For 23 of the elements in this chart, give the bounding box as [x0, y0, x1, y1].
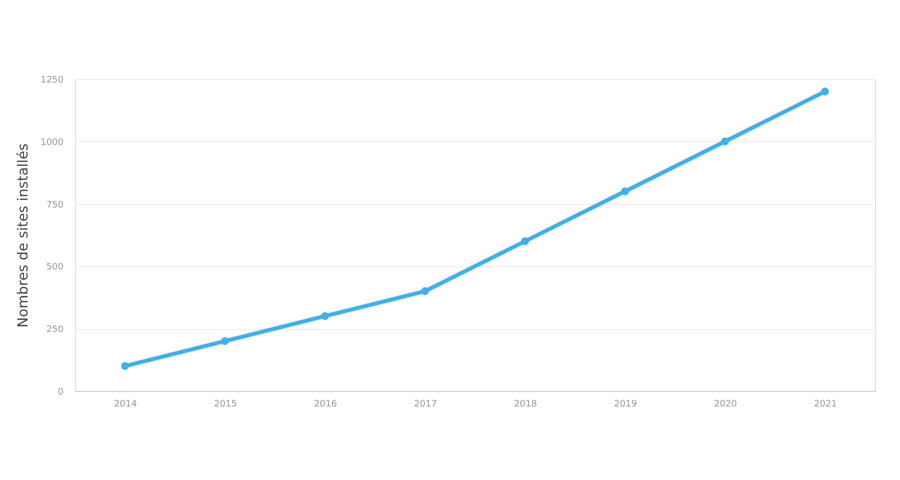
x-tick-label: 2018	[514, 400, 538, 410]
x-tick-label: 2014	[114, 400, 138, 410]
point	[321, 312, 329, 320]
x-tick-label: 2020	[714, 400, 738, 410]
point	[421, 287, 429, 296]
x-tick-label: 2015	[214, 400, 237, 410]
x-tick-label: 2017	[414, 400, 437, 410]
y-tick-label: 1250	[40, 76, 64, 86]
point	[521, 237, 529, 246]
y-tick-label: 750	[46, 200, 64, 210]
point	[721, 138, 729, 146]
y-tick-label: 0	[58, 388, 64, 398]
y-tick-label: 500	[46, 262, 64, 273]
x-tick-label: 2021	[814, 400, 837, 410]
x-tick-label: 2019	[614, 400, 638, 410]
point	[121, 362, 129, 370]
x-tick-label: 2016	[314, 400, 338, 410]
y-tick-label: 1000	[40, 138, 64, 148]
y-axis-title: Nombres de sites installés	[16, 143, 32, 328]
point	[821, 88, 829, 96]
y-tick-label: 250	[46, 325, 64, 336]
point	[221, 337, 229, 345]
point	[621, 187, 629, 196]
